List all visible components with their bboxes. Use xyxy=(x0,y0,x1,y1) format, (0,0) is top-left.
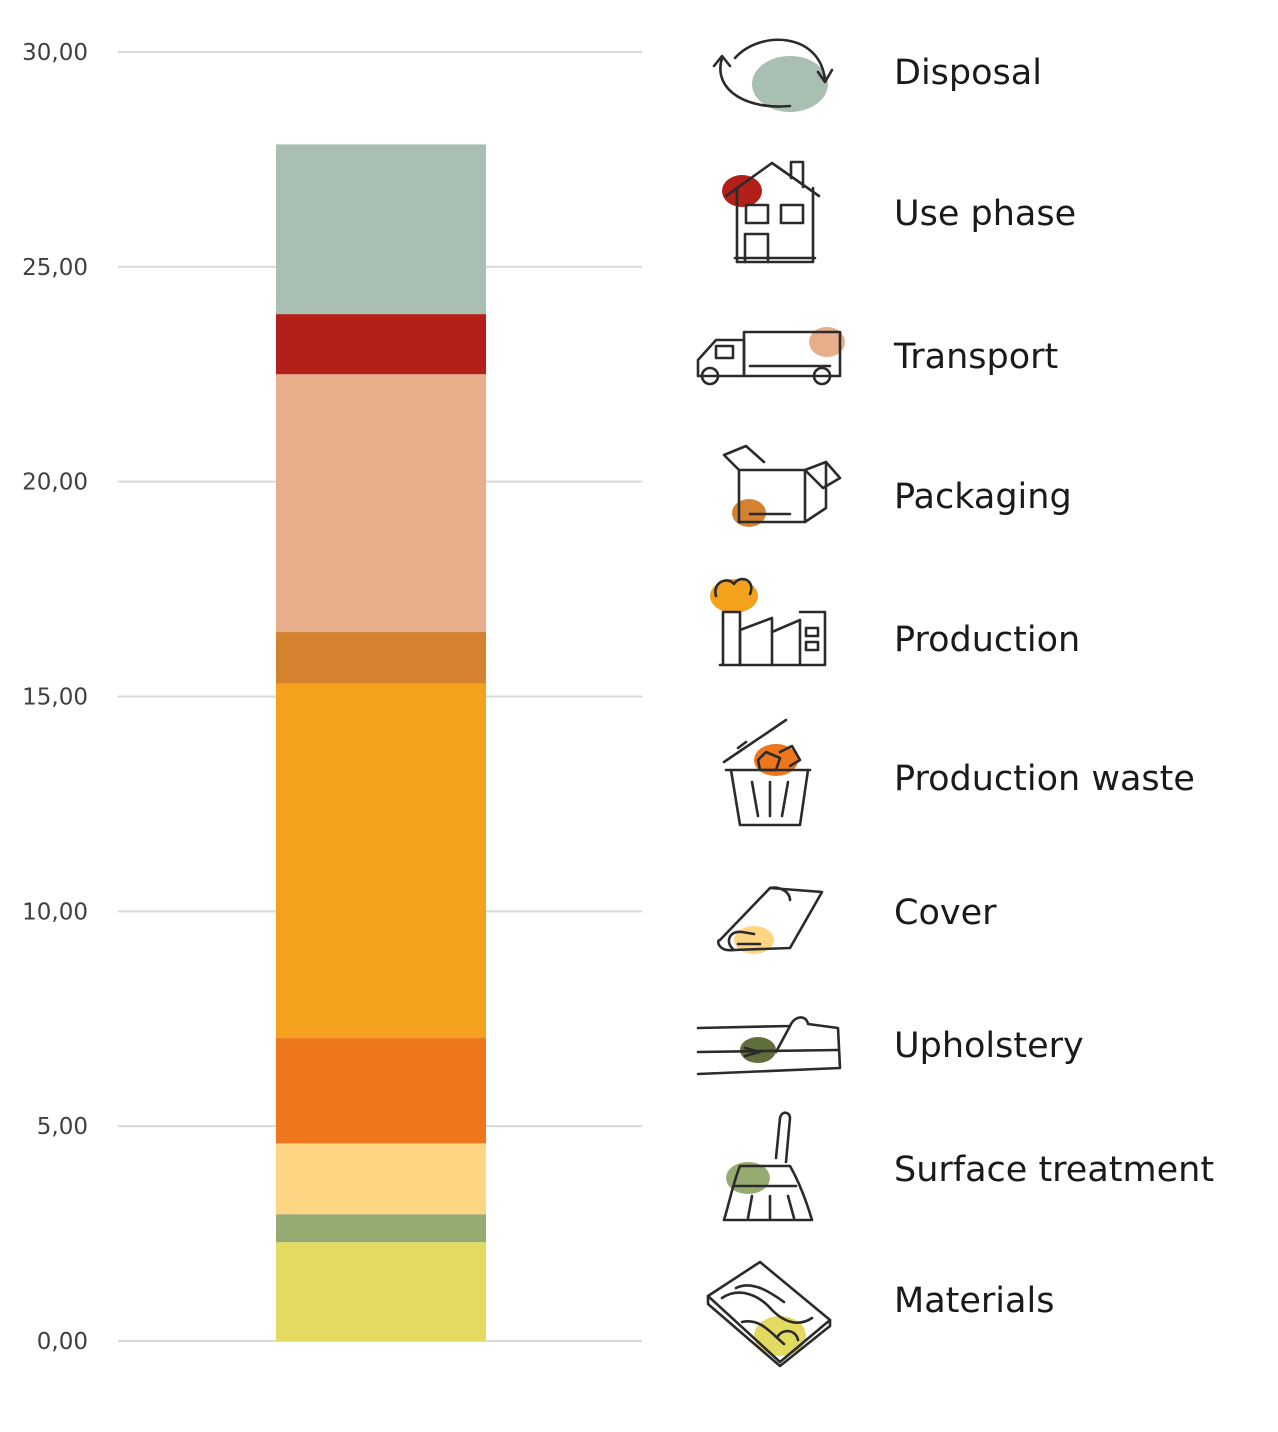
icon-color-blob xyxy=(809,327,845,357)
fabric-roll-icon xyxy=(716,886,824,954)
y-tick-label: 0,00 xyxy=(37,1329,88,1355)
legend-label-materials: Materials xyxy=(894,1281,1054,1321)
icon-color-blob xyxy=(710,579,758,613)
legend-label-disposal: Disposal xyxy=(894,53,1042,93)
y-tick-label: 15,00 xyxy=(22,685,88,711)
y-tick-label: 10,00 xyxy=(22,899,88,925)
legend-label-use-phase: Use phase xyxy=(894,194,1076,234)
y-tick-label: 20,00 xyxy=(22,470,88,496)
icon-color-blob xyxy=(732,499,766,527)
legend-label-upholstery: Upholstery xyxy=(894,1026,1084,1066)
legend-label-production-waste: Production waste xyxy=(894,759,1195,799)
bar-segment-packaging xyxy=(276,374,486,633)
bar-segment-surface-treatment xyxy=(276,1214,486,1243)
bar-segment-production xyxy=(276,632,486,684)
house-icon xyxy=(722,160,821,264)
y-tick-label: 5,00 xyxy=(37,1114,88,1140)
legend-label-production: Production xyxy=(894,620,1080,660)
factory-icon xyxy=(710,577,827,667)
wood-plank-icon xyxy=(706,1260,832,1368)
legend-label-surface-treatment: Surface treatment xyxy=(894,1150,1214,1190)
bar-segments xyxy=(276,144,486,1341)
bar-segment-materials xyxy=(276,1242,486,1341)
brush-icon xyxy=(722,1111,814,1222)
trash-bin-icon xyxy=(722,718,812,827)
icon-color-blob xyxy=(722,175,762,207)
bar-segment-production-waste xyxy=(276,683,486,1039)
bar-segment-upholstery xyxy=(276,1143,486,1215)
bar-segment-transport xyxy=(276,314,486,375)
y-axis-tick-labels: 0,00 5,00 10,00 15,00 20,00 25,00 30,00 xyxy=(22,40,88,1355)
y-tick-label: 25,00 xyxy=(22,255,88,281)
recycle-icon xyxy=(712,38,834,112)
upholstery-icon xyxy=(696,1016,842,1076)
icon-color-blob xyxy=(754,1316,806,1356)
box-icon xyxy=(722,444,842,527)
legend-label-transport: Transport xyxy=(893,337,1058,377)
legend-label-cover: Cover xyxy=(894,893,997,933)
y-tick-label: 30,00 xyxy=(22,40,88,66)
bar-segment-use-phase xyxy=(276,144,486,315)
icon-color-blob xyxy=(752,56,828,112)
truck-icon xyxy=(696,327,845,386)
legend-label-packaging: Packaging xyxy=(894,477,1072,517)
legend: Disposal Use phase Transport Packaging Produ… xyxy=(893,53,1214,1321)
bar-segment-cover xyxy=(276,1038,486,1144)
legend-icons xyxy=(696,38,845,1368)
